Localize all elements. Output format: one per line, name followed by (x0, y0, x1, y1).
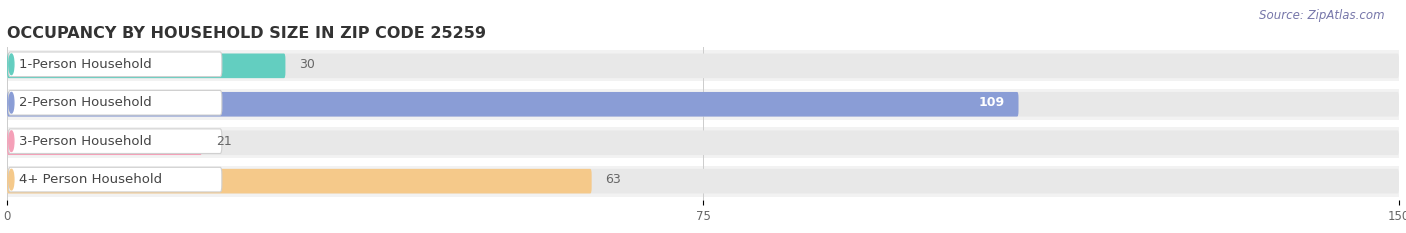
Text: 1-Person Household: 1-Person Household (18, 58, 152, 71)
FancyBboxPatch shape (8, 167, 222, 192)
Text: 21: 21 (217, 135, 232, 148)
Circle shape (8, 54, 14, 75)
FancyBboxPatch shape (7, 169, 592, 193)
FancyBboxPatch shape (8, 90, 222, 115)
FancyBboxPatch shape (7, 92, 1399, 116)
Text: 2-Person Household: 2-Person Household (18, 96, 152, 109)
Text: Source: ZipAtlas.com: Source: ZipAtlas.com (1260, 9, 1385, 22)
FancyBboxPatch shape (7, 130, 1399, 155)
FancyBboxPatch shape (7, 54, 285, 78)
Text: 63: 63 (606, 173, 621, 186)
Circle shape (8, 93, 14, 113)
FancyBboxPatch shape (7, 92, 1018, 116)
Circle shape (8, 131, 14, 151)
Circle shape (8, 169, 14, 190)
Text: 30: 30 (299, 58, 315, 71)
Text: 3-Person Household: 3-Person Household (18, 135, 152, 148)
FancyBboxPatch shape (8, 52, 222, 77)
FancyBboxPatch shape (8, 129, 222, 154)
FancyBboxPatch shape (7, 166, 1399, 197)
Text: OCCUPANCY BY HOUSEHOLD SIZE IN ZIP CODE 25259: OCCUPANCY BY HOUSEHOLD SIZE IN ZIP CODE … (7, 26, 486, 41)
FancyBboxPatch shape (7, 169, 1399, 193)
FancyBboxPatch shape (7, 127, 1399, 158)
FancyBboxPatch shape (7, 89, 1399, 120)
FancyBboxPatch shape (7, 130, 202, 155)
FancyBboxPatch shape (7, 51, 1399, 81)
Text: 4+ Person Household: 4+ Person Household (18, 173, 162, 186)
Text: 109: 109 (979, 96, 1004, 109)
FancyBboxPatch shape (7, 54, 1399, 78)
